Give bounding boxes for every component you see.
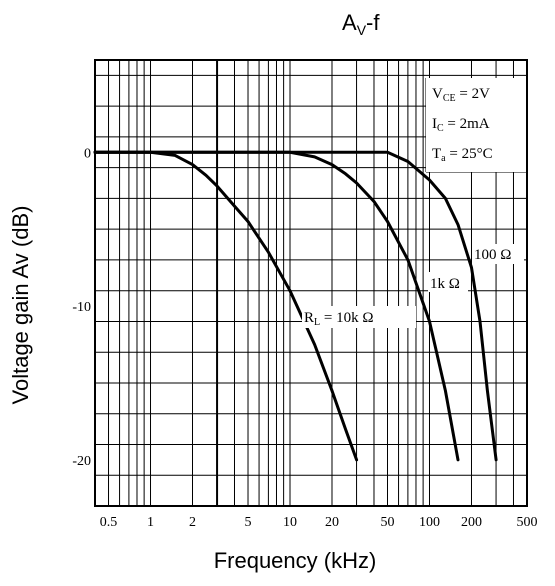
- curve-label-1kohm: 1k Ω: [430, 276, 460, 292]
- series-line-2: [93, 150, 498, 462]
- condition-vce: VCE = 2V: [432, 86, 490, 104]
- tick-labels: 0.5 1 2 5 10 20 50 100 200 500 0 -10 -20: [72, 146, 537, 530]
- x-tick-label: 500: [517, 515, 538, 530]
- chart-title-rest: -f: [366, 10, 380, 35]
- condition-ic-rest: = 2mA: [444, 116, 490, 132]
- x-tick-label: 0.5: [100, 515, 118, 530]
- grid: [94, 59, 528, 507]
- curve-label-10kohm: RL = 10k Ω: [304, 310, 373, 328]
- x-tick-label: 10: [283, 515, 297, 530]
- x-tick-label: 2: [189, 515, 196, 530]
- condition-ic-sub: C: [437, 123, 444, 134]
- x-tick-label: 20: [325, 515, 339, 530]
- curve-label-10kohm-rest: = 10k Ω: [320, 310, 373, 326]
- curve-label-10kohm-sub: L: [314, 317, 320, 328]
- condition-ta: Ta = 25°C: [432, 146, 493, 164]
- chart-title-main: A: [342, 10, 357, 35]
- x-tick-label: 200: [461, 515, 482, 530]
- curve-label-100ohm: 100 Ω: [474, 247, 511, 263]
- x-tick-label: 5: [245, 515, 252, 530]
- chart-title: AV-f: [342, 10, 380, 38]
- label-bg-10kohm: [302, 306, 416, 328]
- label-bg-1kohm: [428, 272, 468, 292]
- curves: [93, 150, 498, 462]
- series-line-0: [93, 150, 359, 462]
- condition-vce-rest: = 2V: [456, 86, 490, 102]
- curve-label-10kohm-main: R: [304, 310, 314, 326]
- x-axis-label: Frequency (kHz): [214, 548, 377, 573]
- conditions-box: [426, 78, 526, 172]
- x-tick-label: 100: [419, 515, 440, 530]
- y-axis-label: Voltage gain Av (dB): [8, 206, 33, 405]
- condition-vce-sub: CE: [443, 93, 456, 104]
- chart-title-sub: V: [357, 22, 367, 38]
- x-tick-label: 1: [147, 515, 154, 530]
- x-tick-label: 50: [381, 515, 395, 530]
- condition-ic-main: I: [432, 116, 437, 132]
- y-tick-label: 0: [84, 146, 91, 161]
- condition-ta-rest: = 25°C: [446, 146, 493, 162]
- condition-ic: IC = 2mA: [432, 116, 490, 134]
- label-bg-100ohm: [472, 244, 524, 264]
- condition-vce-main: V: [432, 86, 443, 102]
- y-tick-label: -10: [72, 300, 91, 315]
- series-line-1: [93, 150, 460, 462]
- condition-ta-main: T: [432, 146, 441, 162]
- condition-ta-sub: a: [441, 153, 446, 164]
- y-tick-label: -20: [72, 454, 91, 469]
